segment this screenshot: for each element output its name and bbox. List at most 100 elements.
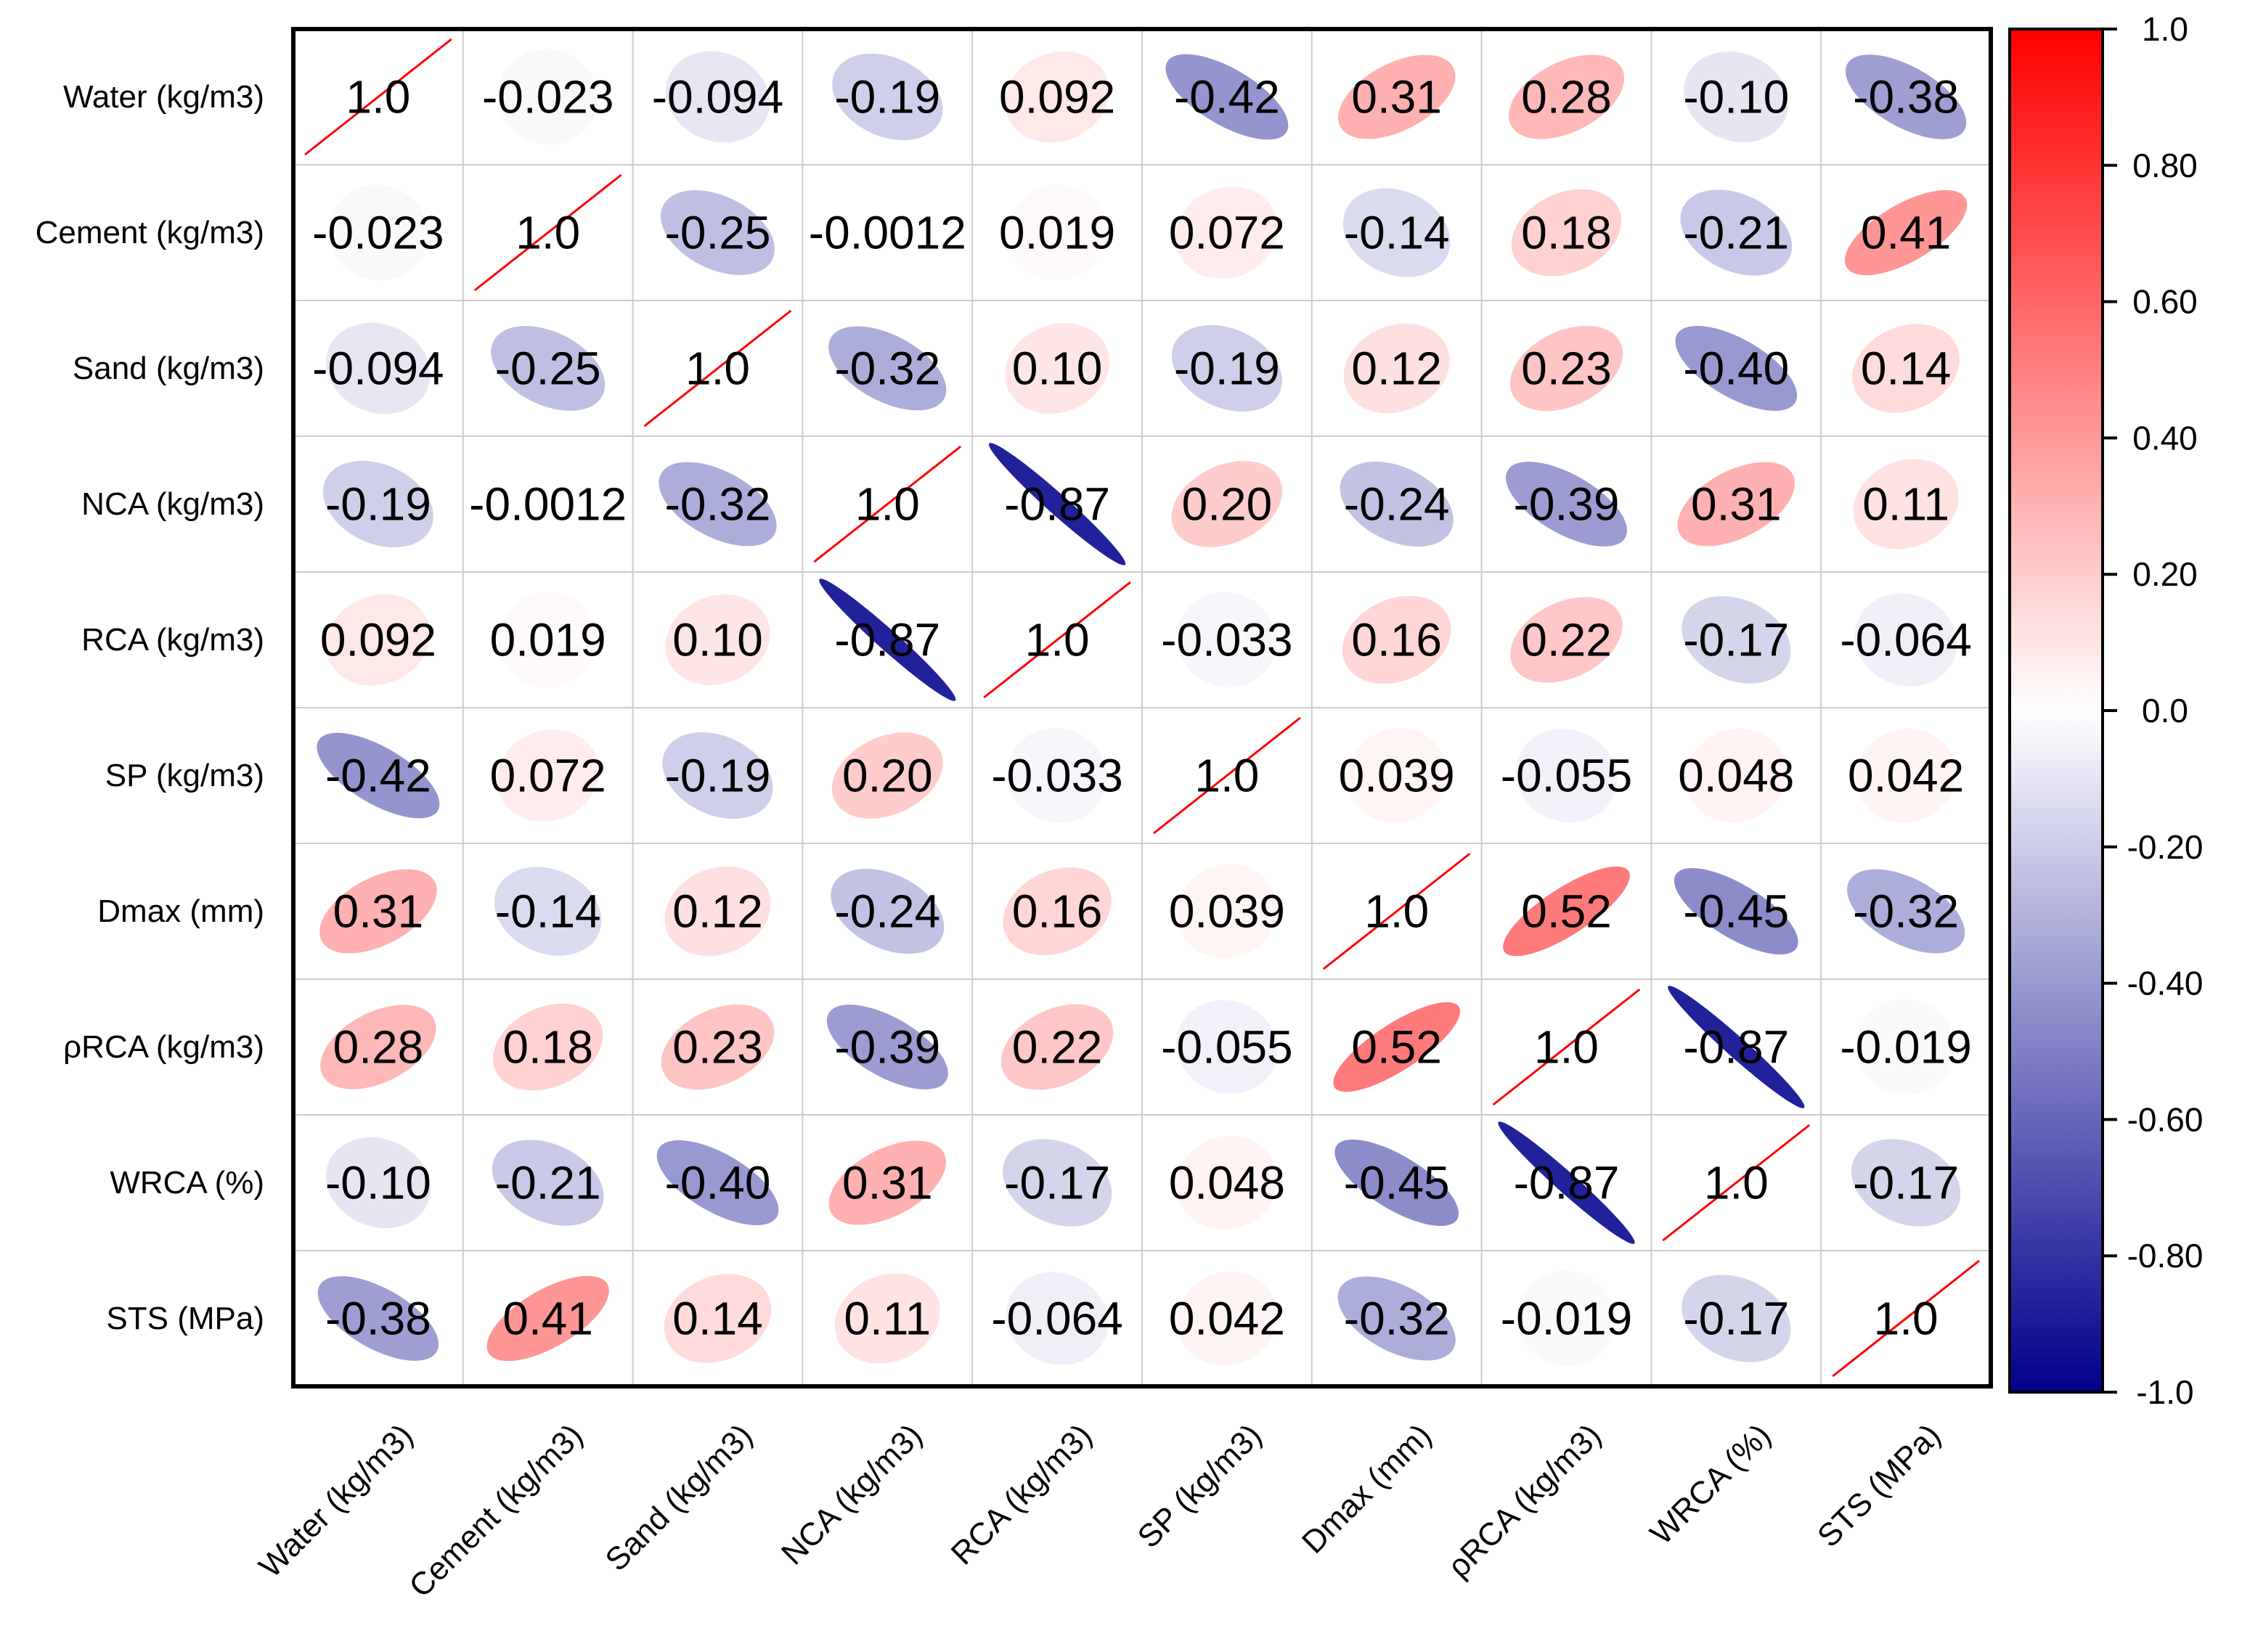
correlation-ellipse xyxy=(819,578,956,701)
row-label: STS (MPa) xyxy=(106,1301,264,1336)
correlation-ellipse xyxy=(1498,1121,1635,1244)
cell-value-label: -0.064 xyxy=(1840,614,1971,666)
cell-value-label: 0.52 xyxy=(1351,1021,1442,1074)
colorbar-gradient xyxy=(2008,28,2104,1394)
correlation-ellipse xyxy=(1509,325,1623,412)
cell-6-3: -0.24 xyxy=(831,868,945,954)
cell-value-label: 0.23 xyxy=(1521,343,1612,395)
correlation-ellipse xyxy=(1851,1139,1961,1227)
cell-value-label: -0.87 xyxy=(1514,1157,1620,1209)
correlation-ellipse xyxy=(1337,1276,1456,1361)
cell-value-label: 1.0 xyxy=(1874,1293,1939,1345)
cell-value-label: 1.0 xyxy=(346,71,410,123)
column-labels: Water (kg/m3)Cement (kg/m3) Sand (kg/m3) N… xyxy=(253,1418,1948,1605)
cell-value-label: -0.094 xyxy=(312,343,444,395)
diagonal-line xyxy=(643,309,792,428)
cell-3-2: -0.32 xyxy=(659,462,777,547)
cell-value-label: 0.10 xyxy=(1012,343,1103,395)
correlation-ellipse xyxy=(1515,729,1618,822)
grid-lines xyxy=(293,29,1991,1386)
cell-9-5: 0.042 xyxy=(1169,1271,1285,1366)
cell-7-9: -0.019 xyxy=(1840,999,1972,1095)
correlation-ellipse xyxy=(1852,324,1960,413)
cell-7-5: -0.055 xyxy=(1161,1000,1293,1094)
colorbar-tick-label: 0.0 xyxy=(2142,692,2188,729)
correlation-ellipse xyxy=(1685,728,1787,823)
cell-value-label: 0.31 xyxy=(842,1157,933,1209)
cell-value-label: -0.10 xyxy=(1683,71,1789,123)
colorbar: 1.0 0.80 0.60 0.40 0.20 0.0 -0.20 -0.40 -0.60 -0.… xyxy=(2008,10,2203,1411)
cell-value-label: 0.11 xyxy=(844,1293,931,1345)
column-label: WRCA (%) xyxy=(1644,1418,1778,1552)
cell-8-3: 0.31 xyxy=(828,1140,947,1225)
plot-frame xyxy=(291,27,1993,1389)
cell-value-label: 0.18 xyxy=(1521,207,1612,259)
cell-4-8: -0.17 xyxy=(1682,596,1791,684)
cell-value-label: 0.072 xyxy=(1169,207,1285,259)
cell-0-5: -0.42 xyxy=(1165,54,1289,140)
cell-value-label: -0.10 xyxy=(325,1157,431,1209)
cell-6-0: 0.31 xyxy=(319,869,437,954)
correlation-ellipse xyxy=(1845,54,1967,139)
cell-value-label: 0.16 xyxy=(1012,886,1103,938)
cell-9-7: -0.019 xyxy=(1501,1270,1632,1367)
correlation-ellipse xyxy=(1007,728,1107,823)
cell-value-label: 0.10 xyxy=(672,614,763,666)
diagonal-line xyxy=(1492,988,1641,1106)
cell-3-1: -0.0012 xyxy=(469,455,627,553)
cell-1-4: 0.019 xyxy=(999,184,1115,281)
cell-value-label: -0.39 xyxy=(1514,478,1620,531)
cell-value-label: 0.31 xyxy=(333,886,424,938)
cell-value-label: 1.0 xyxy=(855,478,920,531)
cell-2-4: 0.10 xyxy=(1005,322,1110,414)
cell-8-4: -0.17 xyxy=(1002,1139,1112,1227)
cell-value-label: 0.14 xyxy=(672,1293,763,1345)
cell-value-label: 0.12 xyxy=(1351,343,1442,395)
cell-6-9: -0.32 xyxy=(1846,869,1965,954)
cell-value-label: -0.40 xyxy=(1683,343,1789,395)
correlation-ellipse xyxy=(661,190,775,275)
cell-value-label: 0.12 xyxy=(672,886,763,938)
correlation-ellipse xyxy=(1005,51,1109,143)
correlation-ellipse xyxy=(1674,867,1798,955)
cell-value-label: -0.45 xyxy=(1683,886,1789,938)
cell-7-4: 0.22 xyxy=(1000,1004,1114,1090)
cell-value-label: -0.21 xyxy=(495,1157,601,1209)
correlation-ellipse xyxy=(1176,1271,1278,1366)
correlation-ellipse xyxy=(1508,54,1625,139)
cell-value-label: 0.28 xyxy=(333,1021,424,1074)
cell-value-label: 0.31 xyxy=(1351,71,1442,123)
cell-0-6: 0.31 xyxy=(1337,54,1456,139)
row-label: RCA (kg/m3) xyxy=(81,622,264,658)
correlation-ellipse xyxy=(826,1005,948,1089)
correlation-ellipse xyxy=(665,594,770,686)
correlation-ellipse xyxy=(834,1273,940,1364)
column-label: STS (MPa) xyxy=(1811,1418,1947,1554)
correlation-ellipse xyxy=(831,868,945,954)
cell-value-label: -0.87 xyxy=(1004,478,1110,531)
cell-value-label: 0.019 xyxy=(490,614,606,666)
correlation-ellipse xyxy=(498,49,598,145)
cell-value-label: 0.52 xyxy=(1521,886,1612,938)
cell-0-3: -0.19 xyxy=(832,53,943,141)
cell-5-6: 0.039 xyxy=(1339,728,1455,823)
correlation-ellipse xyxy=(326,594,431,686)
cell-2-0: -0.094 xyxy=(312,322,444,414)
column-label: Cement (kg/m3) xyxy=(402,1418,590,1605)
cell-1-8: -0.21 xyxy=(1680,189,1793,276)
cell-value-label: 0.20 xyxy=(842,750,933,802)
cell-4-9: -0.064 xyxy=(1840,593,1972,687)
cell-value-label: -0.87 xyxy=(834,614,940,666)
cell-7-1: 0.18 xyxy=(493,1003,603,1091)
correlation-ellipse xyxy=(320,1005,436,1089)
cell-value-label: -0.39 xyxy=(834,1021,940,1074)
cell-value-label: 0.039 xyxy=(1339,750,1455,802)
cell-9-1: 0.41 xyxy=(486,1275,609,1362)
cell-value-label: -0.21 xyxy=(1683,207,1789,259)
correlation-ellipse xyxy=(1176,1000,1278,1094)
correlation-ellipse xyxy=(491,326,606,411)
cell-8-6: -0.45 xyxy=(1334,1139,1459,1227)
cell-9-3: 0.11 xyxy=(834,1273,940,1364)
cell-6-4: 0.16 xyxy=(1003,867,1112,955)
correlation-ellipse xyxy=(1510,597,1623,683)
